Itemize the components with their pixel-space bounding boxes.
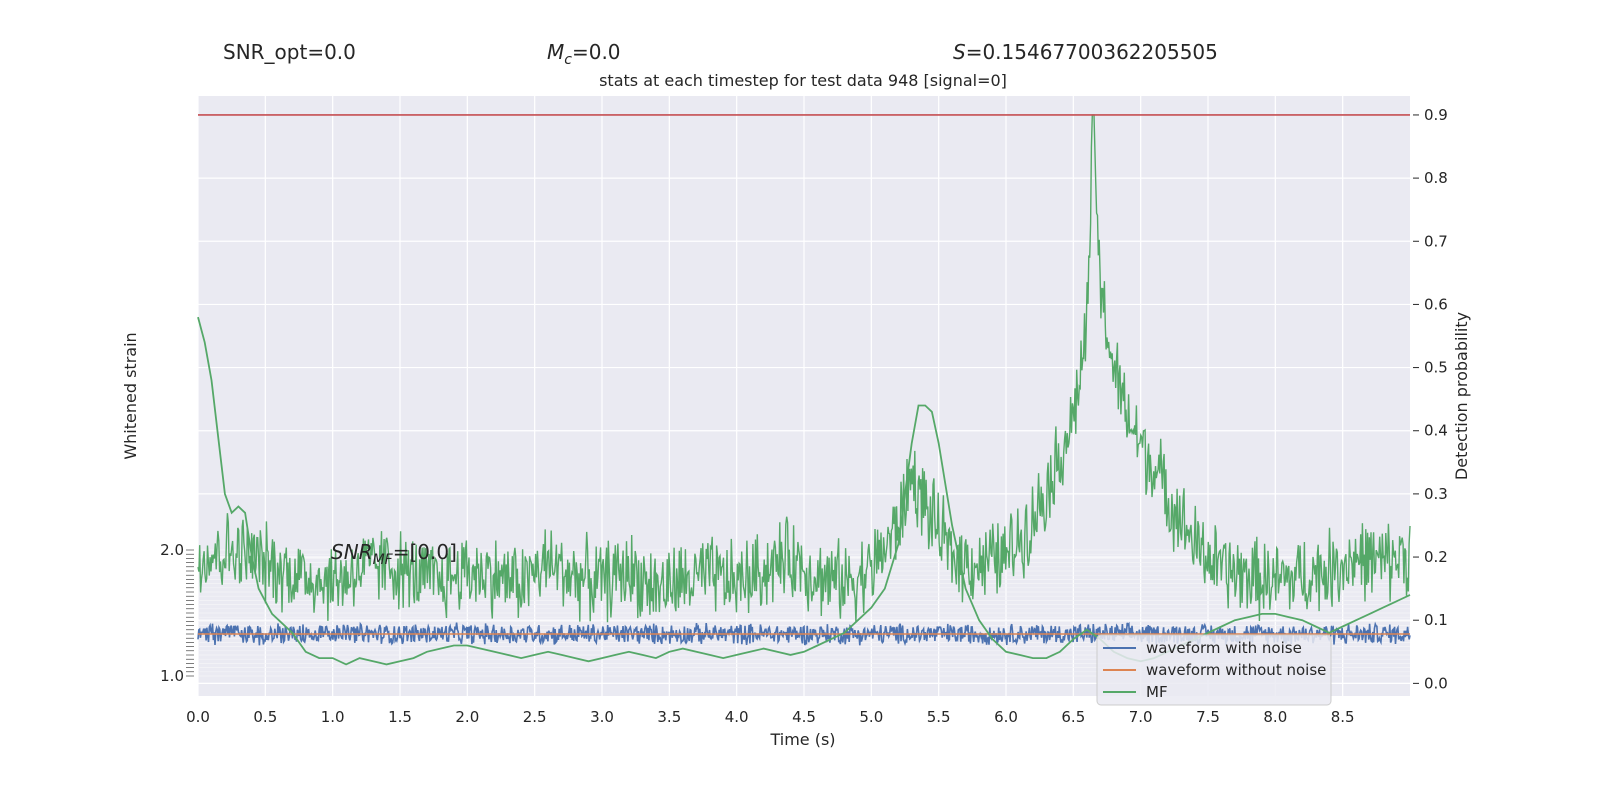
x-tick-label: 2.5 <box>523 708 547 726</box>
x-tick-label: 4.5 <box>792 708 816 726</box>
x-tick-label: 1.5 <box>388 708 412 726</box>
legend-label-waveform-without-noise: waveform without noise <box>1146 661 1326 679</box>
x-tick-label: 6.0 <box>994 708 1018 726</box>
x-axis: 0.0 0.5 1.0 1.5 2.0 2.5 3.0 3.5 4.0 4.5 5.0 5.5 6.0 6… <box>186 708 1355 726</box>
legend-label-mf: MF <box>1146 683 1168 701</box>
left-tick-label: 2.0 <box>160 541 184 559</box>
right-tick-label: 0.3 <box>1424 485 1448 503</box>
right-y-axis: 0.0 0.1 0.2 0.3 0.4 0.5 0.6 0.7 0.8 0.9 <box>1413 106 1448 692</box>
legend-label-waveform-with-noise: waveform with noise <box>1146 639 1302 657</box>
right-tick-label: 0.0 <box>1424 674 1448 692</box>
x-tick-label: 1.0 <box>321 708 345 726</box>
x-tick-label: 0.0 <box>186 708 210 726</box>
x-tick-label: 8.0 <box>1263 708 1287 726</box>
waveform-with-noise-line <box>197 621 1411 647</box>
left-tick-label: 1.0 <box>160 667 184 685</box>
right-tick-label: 0.5 <box>1424 359 1448 377</box>
right-y-axis-label: Detection probability <box>1452 312 1471 480</box>
right-tick-label: 0.1 <box>1424 611 1448 629</box>
right-tick-label: 0.7 <box>1424 232 1448 250</box>
x-tick-label: 2.0 <box>455 708 479 726</box>
right-tick-label: 0.2 <box>1424 548 1448 566</box>
snr-mf-annotation: SNRMF=[0.0] <box>331 540 457 568</box>
x-tick-label: 6.5 <box>1061 708 1085 726</box>
x-tick-label: 0.5 <box>253 708 277 726</box>
x-tick-label: 7.0 <box>1129 708 1153 726</box>
x-tick-label: 5.0 <box>859 708 883 726</box>
mc-label: Mc=0.0 <box>547 40 621 68</box>
x-tick-label: 5.5 <box>927 708 951 726</box>
left-y-axis-label: Whitened strain <box>121 332 140 459</box>
detection-probability-line <box>197 114 1411 623</box>
legend: waveform with noise waveform without noi… <box>1096 634 1332 706</box>
left-y-axis: 2.0 1.0 <box>160 541 194 685</box>
x-axis-label: Time (s) <box>769 730 835 749</box>
right-tick-label: 0.4 <box>1424 422 1448 440</box>
chart-title: stats at each timestep for test data 948… <box>599 71 1007 90</box>
x-tick-label: 4.0 <box>725 708 749 726</box>
right-tick-label: 0.6 <box>1424 295 1448 313</box>
right-tick-label: 0.8 <box>1424 169 1448 187</box>
x-tick-label: 8.5 <box>1331 708 1355 726</box>
s-label: S=0.15467700362205505 <box>953 40 1218 64</box>
snr-opt-label: SNR_opt=0.0 <box>223 40 356 64</box>
x-tick-label: 7.5 <box>1196 708 1220 726</box>
legend-box <box>1096 634 1332 706</box>
x-tick-label: 3.0 <box>590 708 614 726</box>
x-tick-label: 3.5 <box>657 708 681 726</box>
right-tick-label: 0.9 <box>1424 106 1448 124</box>
